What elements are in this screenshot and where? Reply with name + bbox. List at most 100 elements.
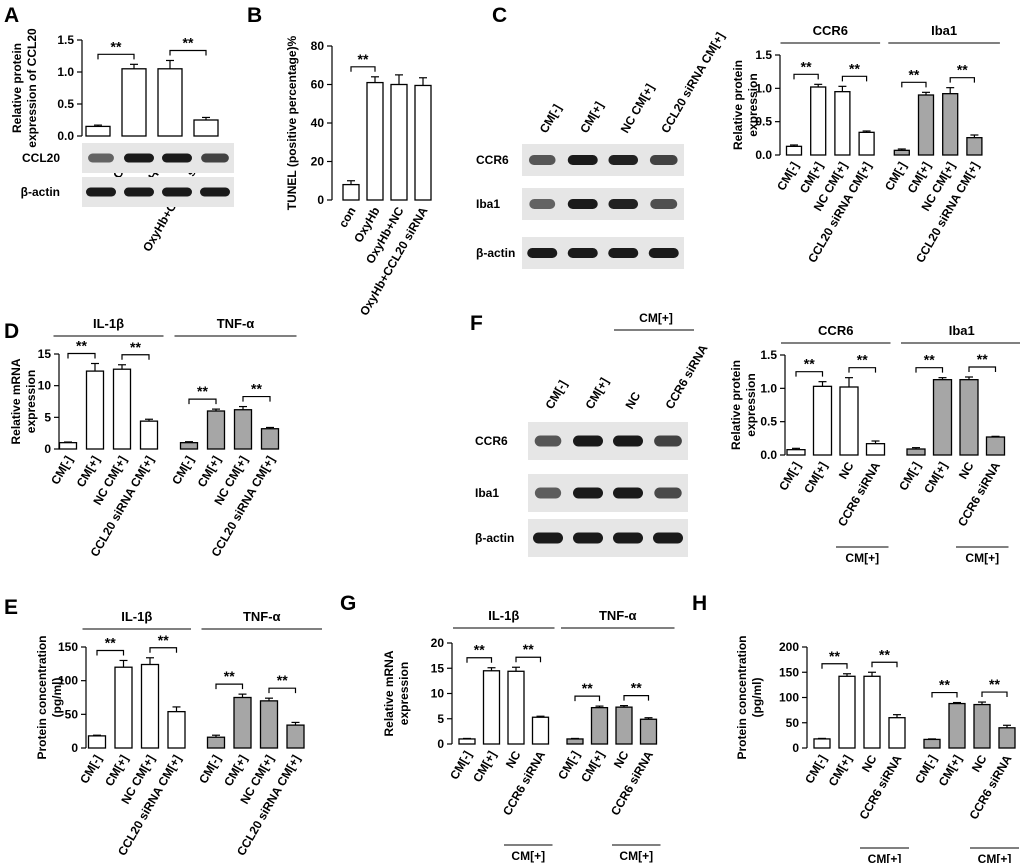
- bar-g: [639, 718, 658, 745]
- blot-band-c: [648, 248, 679, 258]
- bar-c: [966, 137, 983, 156]
- bar-c: [917, 94, 935, 156]
- blot-row-label-a: β-actin: [21, 185, 60, 199]
- blot-band-c: [528, 155, 556, 165]
- y-tick-label-f: 0.0: [760, 448, 777, 462]
- blot-band-c: [527, 248, 558, 258]
- bar-h: [948, 702, 966, 749]
- bar-c: [834, 91, 851, 156]
- blot-row-label-c: β-actin: [476, 246, 515, 260]
- blot-row-label-a: CCL20: [22, 151, 60, 165]
- panel-letter-f: F: [470, 312, 483, 335]
- bar-d: [139, 420, 159, 450]
- blot-lane-label-c: CM[+]: [577, 99, 606, 135]
- significance-mark-c: **: [908, 66, 919, 82]
- blot-band-c: [649, 155, 678, 165]
- group-label-e: TNF-α: [243, 609, 281, 624]
- significance-bracket-c: [949, 77, 975, 83]
- group-label-d: TNF-α: [217, 316, 255, 331]
- y-axis-label-a: Relative protein: [10, 43, 24, 133]
- bar-d: [260, 428, 280, 450]
- y-tick-label-g: 0: [437, 737, 444, 751]
- y-axis-label-a: expression of CCL20: [25, 28, 39, 148]
- y-tick-label-a: 0.0: [57, 129, 74, 143]
- blot-lane-label-f: CM[-]: [542, 378, 569, 412]
- group-label-f: Iba1: [949, 323, 975, 338]
- blot-band-a: [88, 153, 114, 163]
- y-tick-label-b: 60: [311, 78, 325, 92]
- blot-group-label-f: CM[+]: [639, 311, 673, 325]
- bar-h: [813, 738, 831, 749]
- blot-band-a: [162, 153, 192, 163]
- significance-bracket-e: [96, 649, 125, 656]
- bar-d: [112, 368, 132, 450]
- cm-bracket-label-h: CM[+]: [978, 852, 1012, 863]
- x-tick-label-b: con: [336, 205, 359, 230]
- bar-e: [167, 710, 186, 749]
- significance-mark-d: **: [76, 338, 87, 354]
- bar-c: [858, 131, 875, 156]
- y-tick-label-e: 100: [58, 674, 78, 688]
- y-tick-label-d: 10: [38, 379, 52, 393]
- y-tick-label-a: 0.5: [57, 97, 74, 111]
- cm-bracket-label-h: CM[+]: [868, 852, 902, 863]
- significance-mark-e: **: [158, 632, 169, 648]
- y-tick-label-g: 5: [437, 712, 444, 726]
- blot-row-label-c: CCR6: [476, 153, 509, 167]
- y-tick-label-e: 50: [65, 707, 79, 721]
- x-tick-label-e: CM[-]: [77, 753, 104, 787]
- bar-e: [206, 736, 226, 749]
- significance-bracket-d: [188, 398, 217, 405]
- group-label-e: IL-1β: [121, 609, 152, 624]
- bar-f: [812, 385, 833, 456]
- blot-row-label-f: CCR6: [475, 434, 508, 448]
- y-tick-label-b: 20: [311, 155, 325, 169]
- group-label-c: CCR6: [813, 23, 848, 38]
- panel-letter-c: C: [492, 4, 507, 27]
- x-tick-label-f: CM[+]: [921, 460, 950, 496]
- significance-bracket-c: [793, 73, 819, 80]
- y-axis-label-d: Relative mRNA: [9, 358, 23, 444]
- y-tick-label-c: 0.0: [755, 148, 772, 162]
- bar-h: [888, 717, 906, 749]
- y-tick-label-g: 20: [431, 636, 445, 650]
- bar-h: [973, 703, 991, 749]
- significance-bracket-e: [215, 683, 244, 690]
- blot-row-label-f: Iba1: [475, 486, 499, 500]
- y-tick-label-f: 1.0: [760, 381, 777, 395]
- bar-f: [865, 443, 886, 456]
- bar-d: [58, 442, 78, 450]
- bar-d: [233, 409, 253, 450]
- group-label-g: IL-1β: [488, 608, 519, 623]
- bar-g: [566, 738, 584, 745]
- panel-letter-g: G: [340, 592, 356, 615]
- significance-mark-b: **: [358, 51, 369, 67]
- y-tick-label-g: 10: [431, 687, 445, 701]
- cm-bracket-label-f: CM[+]: [845, 551, 879, 565]
- y-tick-label-c: 0.5: [755, 115, 772, 129]
- blot-band-c: [608, 155, 639, 165]
- significance-bracket-h: [981, 691, 1008, 698]
- significance-bracket-a: [97, 53, 135, 60]
- bar-f: [932, 379, 953, 456]
- blot-band-a: [201, 153, 229, 163]
- bar-g: [590, 706, 609, 745]
- bar-g: [615, 706, 633, 745]
- blot-band-f: [653, 532, 683, 544]
- bar-f: [906, 448, 926, 456]
- x-tick-label-g: CM[+]: [578, 749, 607, 785]
- significance-bracket-e: [268, 687, 297, 694]
- y-tick-label-h: 50: [786, 716, 800, 730]
- blot-band-f: [533, 532, 563, 544]
- x-tick-label-d: CM[-]: [48, 454, 75, 488]
- y-axis-label-f: Relative protein: [729, 360, 743, 450]
- significance-mark-d: **: [130, 339, 141, 355]
- significance-bracket-f: [968, 366, 997, 372]
- x-tick-label-h: NC: [969, 752, 990, 774]
- significance-bracket-h: [931, 691, 958, 698]
- significance-bracket-f: [795, 371, 824, 377]
- significance-mark-h: **: [939, 677, 950, 693]
- bar-d: [179, 442, 199, 450]
